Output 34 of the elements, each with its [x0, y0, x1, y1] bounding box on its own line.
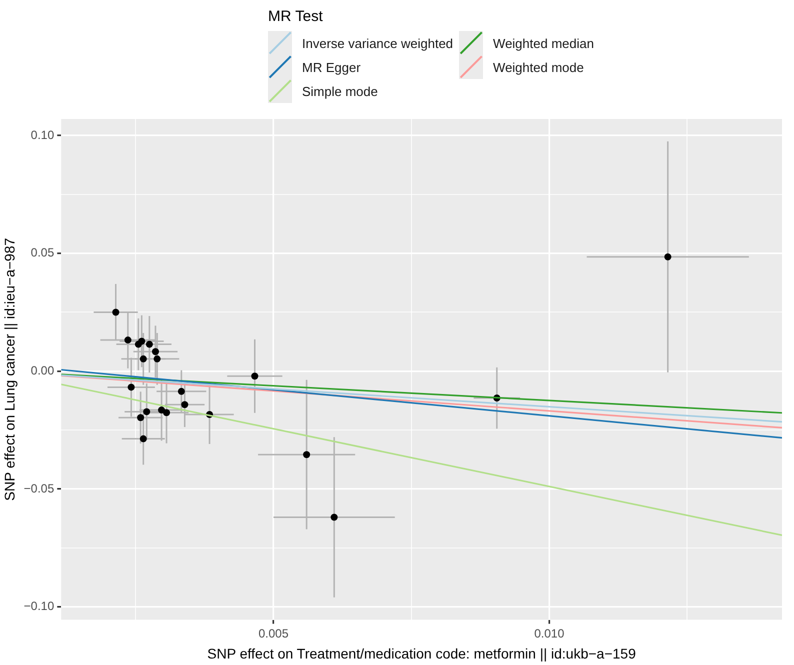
- point: [146, 340, 153, 348]
- legend-label: MR Egger: [302, 60, 361, 74]
- legend-title: MR Test: [268, 8, 324, 25]
- point: [124, 336, 132, 344]
- x-tick-label: 0.010: [534, 626, 565, 640]
- y-tick-label: −0.05: [24, 481, 54, 496]
- point: [143, 408, 150, 416]
- legend-label: Inverse variance weighted: [302, 36, 454, 50]
- point: [178, 388, 185, 395]
- y-tick-label: 0.05: [30, 246, 54, 260]
- legend-label: Simple mode: [302, 84, 378, 98]
- point: [181, 401, 188, 408]
- point: [128, 384, 135, 391]
- y-axis-title: SNP effect on Lung cancer || id:ieu−a−987: [1, 238, 18, 501]
- point: [664, 253, 672, 260]
- point: [251, 372, 258, 380]
- point: [158, 406, 166, 414]
- point: [140, 355, 147, 362]
- y-tick-label: −0.10: [24, 599, 54, 614]
- point: [303, 451, 310, 458]
- point: [330, 514, 338, 521]
- x-axis-title: SNP effect on Treatment/medication code: metformin || id:ukb−a−159: [207, 645, 636, 662]
- point: [112, 308, 120, 316]
- point: [163, 409, 170, 416]
- legend-label: Weighted median: [493, 36, 594, 50]
- x-tick-label: 0.005: [258, 626, 289, 640]
- y-tick-label: 0.10: [30, 128, 54, 142]
- point: [138, 338, 146, 345]
- y-tick-label: 0.00: [30, 363, 54, 378]
- point: [137, 414, 144, 422]
- point: [152, 348, 159, 356]
- point: [140, 435, 147, 442]
- legend-label: Weighted mode: [493, 60, 584, 74]
- point: [154, 355, 161, 362]
